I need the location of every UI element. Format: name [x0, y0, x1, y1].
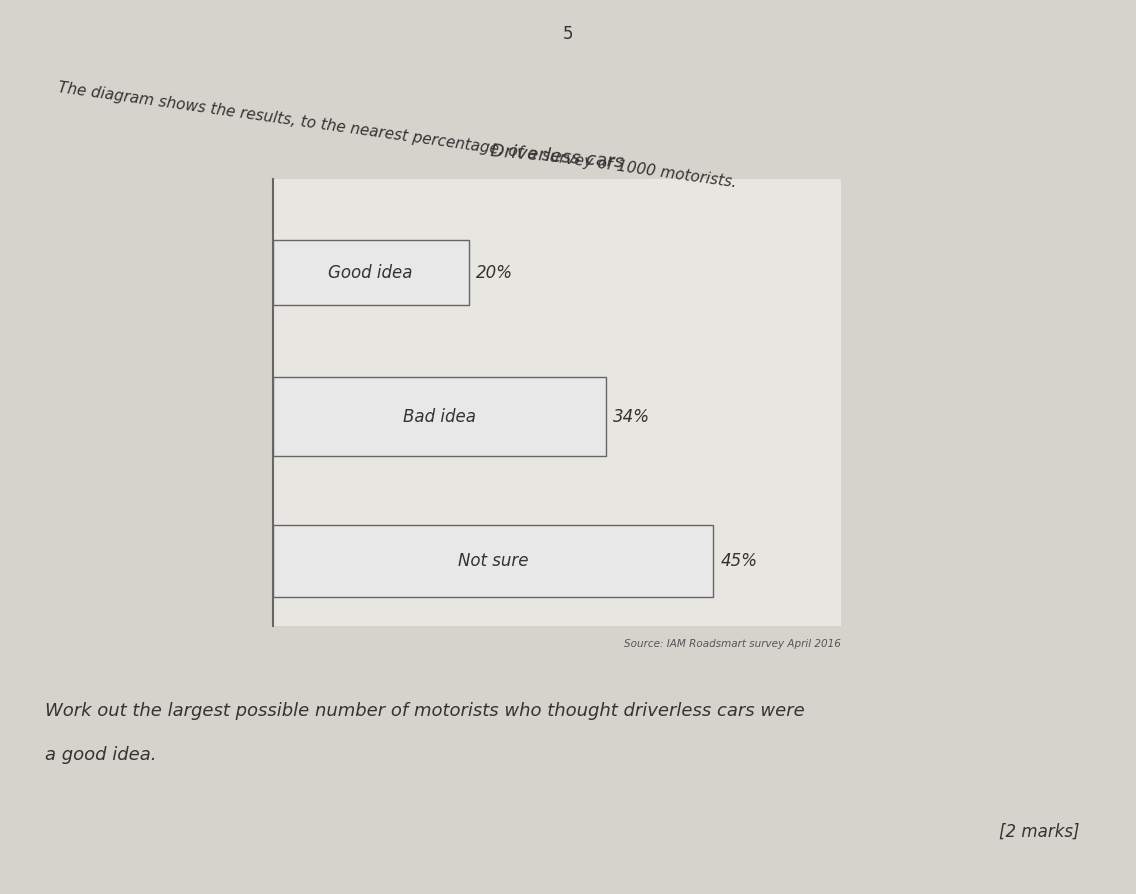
- Text: 34%: 34%: [613, 408, 651, 426]
- Bar: [273, 377, 605, 456]
- Bar: [273, 525, 713, 597]
- Text: 20%: 20%: [476, 264, 513, 282]
- Bar: [273, 240, 468, 305]
- Text: Source: IAM Roadsmart survey April 2016: Source: IAM Roadsmart survey April 2016: [624, 639, 841, 649]
- Text: Not sure: Not sure: [458, 552, 528, 569]
- Text: a good idea.: a good idea.: [45, 746, 157, 764]
- Text: 45%: 45%: [721, 552, 758, 569]
- Text: [2 marks]: [2 marks]: [999, 822, 1079, 840]
- Text: The diagram shows the results, to the nearest percentage, of a survey of 1000 mo: The diagram shows the results, to the ne…: [57, 80, 737, 190]
- Title: Driverless cars: Driverless cars: [490, 142, 624, 172]
- Text: Work out the largest possible number of motorists who thought driverless cars we: Work out the largest possible number of …: [45, 702, 805, 720]
- Text: Good idea: Good idea: [328, 264, 412, 282]
- Text: Bad idea: Bad idea: [402, 408, 476, 426]
- Text: 5: 5: [562, 25, 574, 43]
